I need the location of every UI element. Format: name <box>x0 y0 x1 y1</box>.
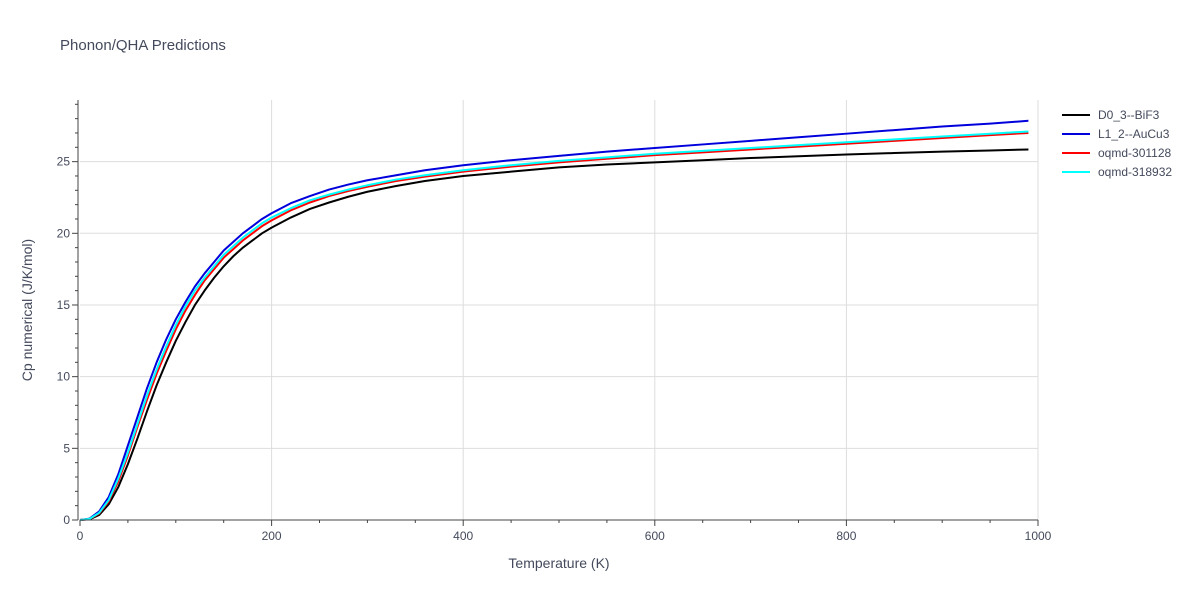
legend-item-1[interactable]: L1_2--AuCu3 <box>1062 127 1170 141</box>
x-axis-title: Temperature (K) <box>508 555 609 571</box>
series-lines <box>79 119 1029 521</box>
x-tick-label-5: 1000 <box>1025 529 1052 543</box>
legend-label-3: oqmd-318932 <box>1098 165 1172 179</box>
legend-item-0[interactable]: D0_3--BiF3 <box>1062 108 1160 122</box>
series-line-2 <box>79 131 1029 521</box>
legend-item-3[interactable]: oqmd-318932 <box>1062 165 1172 179</box>
y-tick-label-1: 5 <box>63 441 70 455</box>
y-tick-label-5: 25 <box>57 155 71 169</box>
y-tick-label-0: 0 <box>63 513 70 527</box>
series-line-1 <box>79 119 1029 521</box>
legend-label-1: L1_2--AuCu3 <box>1098 127 1170 141</box>
legend-label-0: D0_3--BiF3 <box>1098 108 1160 122</box>
legend-item-2[interactable]: oqmd-301128 <box>1062 146 1171 160</box>
y-tick-label-3: 15 <box>57 298 71 312</box>
x-tick-label-0: 0 <box>77 529 84 543</box>
y-tick-label-4: 20 <box>57 226 71 240</box>
x-tick-label-3: 600 <box>645 529 665 543</box>
x-tick-label-4: 800 <box>836 529 856 543</box>
series-line-0 <box>79 148 1029 521</box>
grid <box>80 100 1039 520</box>
legend[interactable]: D0_3--BiF3 L1_2--AuCu3 oqmd-301128 oqmd-318… <box>1062 108 1172 179</box>
x-tick-label-2: 400 <box>453 529 473 543</box>
axes: 0 200 400 600 800 1000 0 5 10 15 20 25 <box>57 100 1052 543</box>
chart-title: Phonon/QHA Predictions <box>60 37 226 54</box>
y-tick-label-2: 10 <box>57 370 71 384</box>
y-axis-title: Cp numerical (J/K/mol) <box>19 239 35 381</box>
series-line-3 <box>79 130 1029 521</box>
legend-label-2: oqmd-301128 <box>1098 146 1171 160</box>
x-tick-label-1: 200 <box>262 529 282 543</box>
